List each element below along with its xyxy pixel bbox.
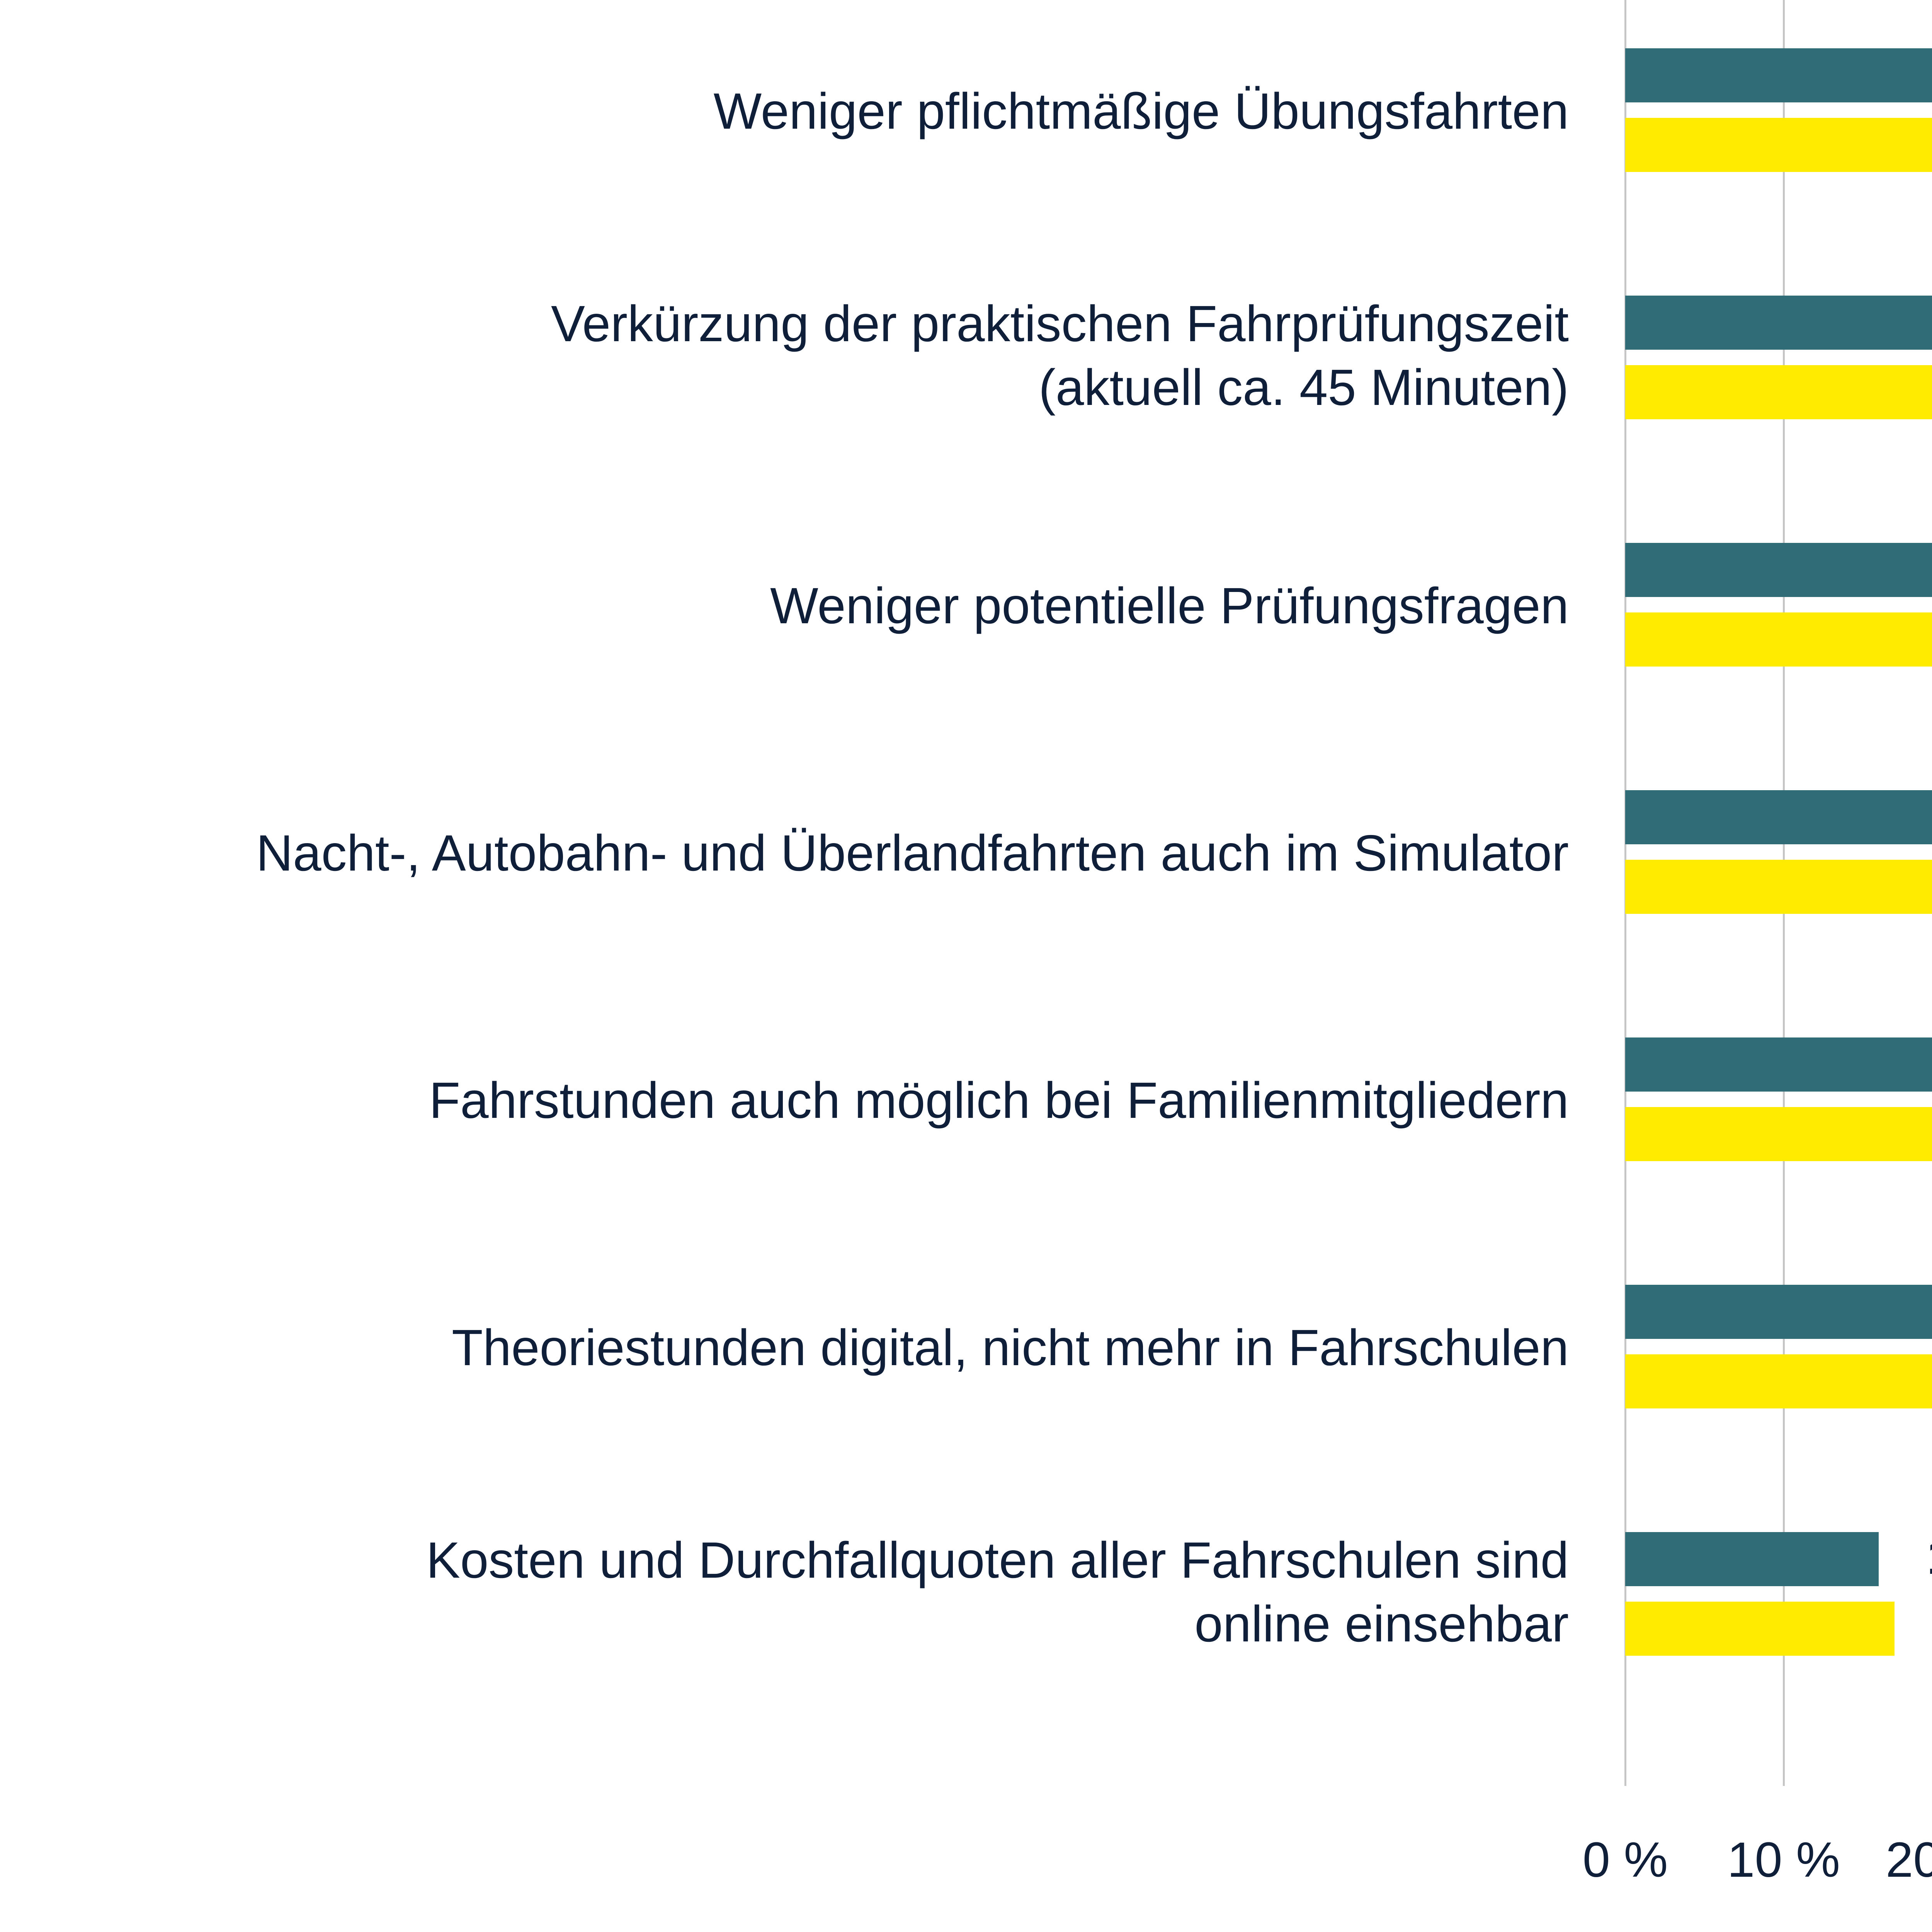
bar-youth bbox=[1625, 296, 1932, 350]
x-tick-label: 0 % bbox=[1582, 1832, 1668, 1888]
bar-youth bbox=[1625, 543, 1932, 597]
bar-youth bbox=[1625, 1285, 1932, 1339]
bar-total bbox=[1625, 1354, 1932, 1408]
bar-total bbox=[1625, 860, 1932, 914]
bar-total bbox=[1625, 1107, 1932, 1161]
value-label: 16 % bbox=[1927, 1530, 1932, 1584]
category-label: Fahrstunden auch möglich bei Familienmit… bbox=[429, 1072, 1569, 1129]
x-tick-label: 10 % bbox=[1727, 1832, 1840, 1888]
category-label: Verkürzung der praktischen Fahrprüfungsz… bbox=[551, 295, 1569, 416]
category-label: Theoriestunden digital, nicht mehr in Fa… bbox=[452, 1319, 1569, 1376]
bar-youth bbox=[1625, 790, 1932, 844]
category-label: Weniger pflichtmäßige Übungsfahrten bbox=[713, 83, 1569, 139]
bar-total bbox=[1625, 118, 1932, 172]
category-label: Nacht-, Autobahn- und Überlandfahrten au… bbox=[256, 825, 1569, 881]
bar-youth bbox=[1625, 1532, 1879, 1586]
category-label: Kosten und Durchfallquoten aller Fahrsch… bbox=[426, 1532, 1569, 1652]
bar-total bbox=[1625, 365, 1932, 419]
bar-youth bbox=[1625, 48, 1932, 102]
x-tick-label: 20 % bbox=[1886, 1832, 1932, 1888]
category-label: Weniger potentielle Prüfungsfragen bbox=[770, 577, 1569, 634]
bar-total bbox=[1625, 612, 1932, 667]
bar-total bbox=[1625, 1602, 1895, 1656]
bar-youth bbox=[1625, 1037, 1932, 1092]
